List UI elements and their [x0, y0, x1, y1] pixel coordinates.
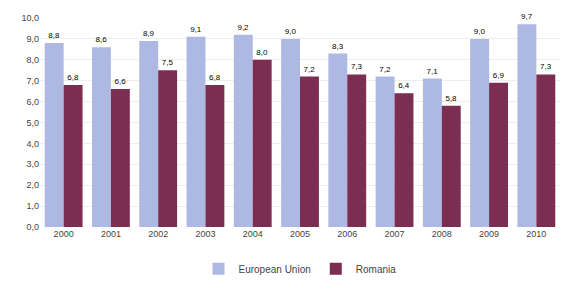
svg-text:9,7: 9,7: [521, 12, 533, 21]
svg-text:7,5: 7,5: [162, 58, 174, 67]
svg-text:2006: 2006: [337, 229, 357, 239]
svg-text:2000: 2000: [54, 229, 74, 239]
svg-text:7,2: 7,2: [379, 65, 391, 74]
svg-text:Romania: Romania: [356, 264, 396, 275]
svg-text:3,0: 3,0: [26, 159, 39, 169]
svg-text:8,8: 8,8: [48, 31, 60, 40]
svg-text:2010: 2010: [526, 229, 546, 239]
svg-text:5,8: 5,8: [445, 94, 457, 103]
svg-text:9,0: 9,0: [285, 27, 297, 36]
svg-text:8,9: 8,9: [143, 29, 155, 38]
svg-text:8,3: 8,3: [332, 42, 344, 51]
svg-text:6,6: 6,6: [115, 77, 127, 86]
svg-text:6,0: 6,0: [26, 97, 39, 107]
svg-text:9,0: 9,0: [26, 34, 39, 44]
svg-text:6,8: 6,8: [209, 73, 221, 82]
svg-text:2009: 2009: [479, 229, 499, 239]
svg-text:2002: 2002: [148, 229, 168, 239]
svg-text:7,0: 7,0: [26, 76, 39, 86]
svg-text:0,0: 0,0: [26, 222, 39, 232]
svg-text:8,0: 8,0: [256, 48, 268, 57]
svg-text:6,8: 6,8: [67, 73, 79, 82]
svg-text:6,4: 6,4: [398, 81, 410, 90]
svg-text:2007: 2007: [385, 229, 405, 239]
svg-text:2008: 2008: [432, 229, 452, 239]
svg-text:1,0: 1,0: [26, 201, 39, 211]
svg-text:4,0: 4,0: [26, 139, 39, 149]
svg-text:8,0: 8,0: [26, 55, 39, 65]
svg-text:2003: 2003: [195, 229, 215, 239]
svg-text:9,1: 9,1: [190, 25, 202, 34]
svg-text:7,3: 7,3: [540, 62, 552, 71]
svg-text:10,0: 10,0: [21, 13, 39, 23]
svg-text:European Union: European Union: [239, 264, 311, 275]
svg-text:7,3: 7,3: [351, 62, 363, 71]
svg-text:2001: 2001: [101, 229, 121, 239]
svg-text:2004: 2004: [243, 229, 263, 239]
svg-text:5,0: 5,0: [26, 118, 39, 128]
svg-text:2005: 2005: [290, 229, 310, 239]
svg-text:2,0: 2,0: [26, 180, 39, 190]
svg-text:6,9: 6,9: [493, 71, 505, 80]
svg-text:9,2: 9,2: [237, 23, 249, 32]
svg-text:8,6: 8,6: [96, 35, 108, 44]
svg-text:7,2: 7,2: [304, 65, 316, 74]
svg-text:7,1: 7,1: [427, 67, 439, 76]
svg-text:9,0: 9,0: [474, 27, 486, 36]
